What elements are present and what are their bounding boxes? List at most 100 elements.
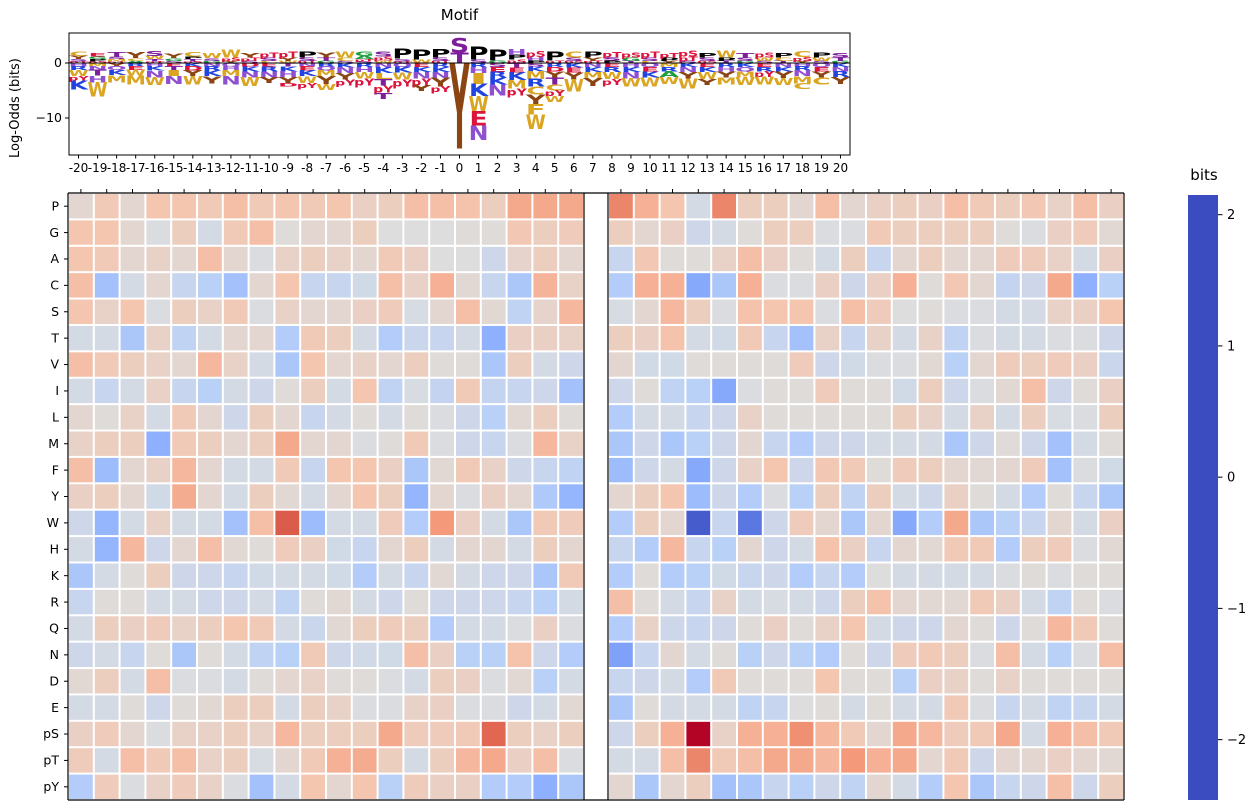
- heatmap-cell: [430, 378, 454, 404]
- heatmap-cell: [69, 721, 93, 747]
- logo-xtick-label: -20: [69, 161, 89, 175]
- logo-xtick-label: 10: [642, 161, 657, 175]
- heatmap-cell: [996, 484, 1020, 509]
- logo-xtick-label: -18: [107, 161, 127, 175]
- logo-letter: W: [811, 57, 832, 62]
- heatmap-cell: [867, 273, 891, 298]
- heatmap-cell: [120, 431, 145, 456]
- heatmap-cell: [94, 748, 119, 773]
- logo-letter: pS: [87, 61, 107, 63]
- heatmap-cell: [533, 246, 558, 272]
- heatmap-cell: [327, 352, 351, 377]
- heatmap-cell: [944, 642, 969, 668]
- heatmap-cell: [815, 642, 840, 668]
- heatmap-cell: [559, 748, 583, 773]
- heatmap-cell: [198, 246, 222, 272]
- heatmap-row-label: E: [51, 700, 59, 715]
- heatmap-cell: [172, 642, 196, 668]
- heatmap-cell: [172, 273, 196, 298]
- heatmap-cell: [94, 457, 119, 483]
- heatmap-cell: [789, 642, 814, 668]
- heatmap-cell: [352, 220, 377, 245]
- heatmap-cell: [996, 378, 1020, 404]
- heatmap-cell: [763, 695, 788, 720]
- logo-letter: W: [602, 70, 622, 81]
- heatmap-cell: [789, 589, 814, 615]
- logo-letter: E: [603, 62, 621, 68]
- heatmap-cell: [738, 642, 762, 668]
- logo-letter: T: [279, 62, 299, 67]
- heatmap-cell: [944, 616, 969, 641]
- heatmap-cell: [94, 616, 119, 641]
- heatmap-cell: [404, 510, 429, 536]
- heatmap-cell: [763, 484, 788, 509]
- heatmap-cell: [120, 325, 145, 351]
- logo-letter: S: [450, 34, 469, 57]
- heatmap-cell: [738, 774, 762, 799]
- heatmap-cell: [172, 194, 196, 219]
- heatmap-cell: [223, 352, 248, 377]
- logo-letter: M: [106, 59, 126, 62]
- heatmap-cell: [146, 748, 171, 773]
- heatmap-cell: [634, 246, 659, 272]
- heatmap-cell: [944, 378, 969, 404]
- heatmap-cell: [609, 616, 633, 641]
- heatmap-cell: [660, 405, 685, 430]
- heatmap-cell: [533, 669, 558, 694]
- heatmap-cell: [456, 352, 480, 377]
- heatmap-cell: [559, 405, 583, 430]
- heatmap-cell: [559, 721, 583, 747]
- heatmap-cell: [918, 510, 943, 536]
- heatmap-cell: [1099, 748, 1123, 773]
- heatmap-cell: [559, 457, 583, 483]
- heatmap-cell: [533, 325, 558, 351]
- heatmap-cell: [327, 589, 351, 615]
- heatmap-cell: [686, 563, 711, 588]
- heatmap-cell: [609, 774, 633, 799]
- heatmap-cell: [327, 299, 351, 324]
- logo-letter: S: [736, 57, 755, 62]
- heatmap-cell: [327, 405, 351, 430]
- heatmap-cell: [533, 299, 558, 324]
- heatmap-cell: [634, 774, 659, 799]
- heatmap-cell: [456, 220, 480, 245]
- logo-letter: S: [602, 56, 621, 61]
- heatmap-cell: [763, 616, 788, 641]
- heatmap-cell: [789, 431, 814, 456]
- heatmap-cell: [1073, 642, 1098, 668]
- heatmap-cell: [430, 352, 454, 377]
- heatmap-cell: [686, 299, 711, 324]
- logo-letter: Y: [201, 74, 224, 85]
- heatmap-cell: [815, 299, 840, 324]
- heatmap-cell: [944, 774, 969, 799]
- heatmap-cell: [789, 325, 814, 351]
- logo-letter: pS: [792, 56, 812, 62]
- heatmap-cell: [404, 457, 429, 483]
- heatmap-cell: [892, 642, 917, 668]
- heatmap-cell: [1047, 273, 1072, 298]
- logo-letter: Q: [107, 65, 127, 71]
- heatmap-cell: [944, 405, 969, 430]
- logo-letter: K: [431, 66, 451, 74]
- heatmap-cell: [609, 325, 633, 351]
- logo-letter: S: [107, 56, 126, 61]
- heatmap-cell: [944, 457, 969, 483]
- heatmap-cell: [996, 695, 1020, 720]
- heatmap-cell: [970, 457, 994, 483]
- heatmap-cell: [892, 246, 917, 272]
- heatmap-cell: [867, 325, 891, 351]
- logo-letter: pT: [545, 60, 565, 64]
- heatmap-cell: [686, 774, 711, 799]
- heatmap-cell: [867, 352, 891, 377]
- heatmap-cell: [559, 299, 583, 324]
- logo-letter: E: [165, 62, 183, 67]
- heatmap-cell: [660, 194, 685, 219]
- logo-letter: E: [755, 62, 773, 68]
- heatmap-cell: [841, 510, 865, 536]
- heatmap-cell: [507, 537, 532, 562]
- heatmap-cell: [198, 642, 222, 668]
- heatmap-cell: [507, 589, 532, 615]
- logo-letter: N: [164, 75, 184, 87]
- heatmap-cell: [1073, 774, 1098, 799]
